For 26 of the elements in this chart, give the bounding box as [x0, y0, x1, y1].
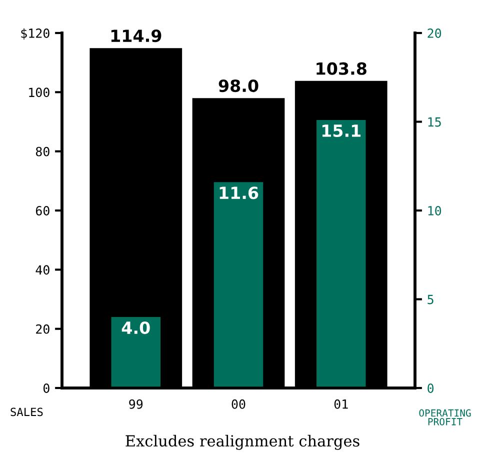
data-label: 15.1	[322, 124, 361, 138]
y-tick-label: 20	[36, 324, 50, 334]
data-label: 11.6	[220, 186, 258, 200]
y2-tick-label: 15	[428, 117, 441, 127]
y-axis-title: SALES	[10, 408, 43, 416]
y2-tick-label: 10	[428, 206, 442, 216]
data-label: 114.9	[111, 29, 162, 42]
x-tick-label: 00	[232, 399, 246, 409]
y-tick-label: 100	[29, 88, 50, 98]
data-label: 98.0	[218, 79, 258, 92]
data-label: 103.8	[316, 62, 366, 75]
text: Excludes realignment charges	[126, 434, 360, 450]
y2-tick-label: 5	[428, 294, 434, 304]
y2-tick-label: 20	[428, 28, 442, 38]
y-tick-label: 40	[36, 265, 50, 275]
x-tick-label: 99	[129, 399, 143, 409]
y2-tick-label: 0	[428, 384, 434, 393]
x-tick-label: 01	[334, 399, 348, 409]
y-tick-label: 80	[36, 146, 50, 156]
bar	[214, 182, 264, 388]
y2-axis-title: OPERATING PROFIT	[419, 409, 471, 426]
bar	[111, 317, 161, 388]
data-label: 4.0	[122, 321, 150, 334]
y-tick-label: $120	[21, 28, 50, 40]
y-tick-label: 0	[43, 384, 50, 393]
y-tick-label: 60	[36, 206, 50, 216]
